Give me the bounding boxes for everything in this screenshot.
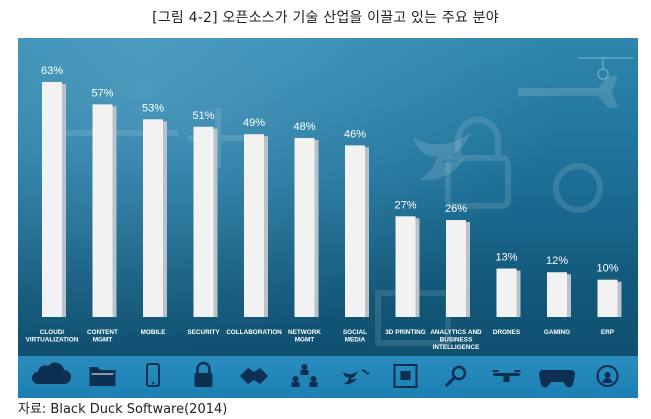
icon-band	[18, 356, 638, 398]
category-label-network-mgmt: MGMT	[295, 336, 315, 343]
twitter-bird-icon	[343, 369, 370, 385]
bar-analytics-bi	[446, 220, 466, 317]
bar-side-network-mgmt	[314, 139, 319, 317]
value-label-social-media: 46%	[344, 128, 366, 140]
category-label-gaming: GAMING	[544, 329, 570, 336]
bar-gaming	[547, 272, 567, 317]
category-label-analytics-bi: ANALYTICS AND	[430, 329, 482, 336]
bar-side-erp	[617, 281, 622, 317]
drone-icon	[492, 370, 521, 382]
category-label-security: SECURITY	[187, 329, 220, 336]
people-network-icon	[291, 364, 318, 387]
bar-chart: 63%CLOUD/VIRTUALIZATION57%CONTENTMGMT53%…	[26, 65, 622, 388]
bar-side-social-media	[365, 147, 369, 317]
value-label-network-mgmt: 48%	[293, 121, 315, 133]
bar-side-collaboration	[264, 136, 268, 317]
category-label-analytics-bi: INTELLIGENCE	[433, 344, 481, 351]
bar-side-security	[213, 128, 218, 317]
panel-glow	[18, 38, 638, 398]
value-label-analytics-bi: 26%	[445, 203, 467, 215]
category-label-social-media: MEDIA	[345, 336, 366, 343]
bar-side-gaming	[567, 274, 571, 317]
value-label-mobile: 53%	[142, 102, 164, 114]
value-label-3d-printing: 27%	[394, 199, 416, 211]
figure-title: [그림 4-2] 오픈소스가 기술 산업을 이끌고 있는 주요 분야	[152, 10, 499, 26]
bar-social-media	[345, 145, 365, 317]
magnifier-icon	[444, 365, 467, 388]
bar-content-mgmt	[92, 104, 113, 317]
category-label-collaboration: COLLABORATION	[226, 329, 282, 336]
folder-icon	[89, 367, 116, 386]
category-label-erp: ERP	[601, 329, 615, 336]
category-label-mobile: MOBILE	[141, 329, 167, 336]
source-note: 자료: Black Duck Software(2014)	[18, 402, 228, 417]
category-label-content-mgmt: CONTENT	[87, 329, 118, 336]
category-label-social-media: SOCIAL	[343, 329, 367, 336]
category-label-cloud-virtualization: VIRTUALIZATION	[26, 336, 79, 343]
3d-printer-icon	[393, 364, 418, 388]
bar-security	[193, 126, 214, 317]
bar-3d-printing	[395, 216, 416, 317]
bar-side-3d-printing	[415, 218, 420, 317]
bar-cloud-virtualization	[42, 82, 62, 317]
bar-erp	[597, 279, 618, 317]
padlock-icon	[194, 361, 213, 387]
category-label-analytics-bi: BUSINESS	[440, 336, 473, 343]
value-label-erp: 10%	[596, 263, 618, 275]
mobile-phone-icon	[146, 363, 160, 387]
bar-side-drones	[516, 270, 521, 317]
bar-side-mobile	[163, 121, 167, 317]
category-label-3d-printing: 3D PRINTING	[385, 329, 426, 336]
value-label-drones: 13%	[495, 252, 517, 264]
value-label-gaming: 12%	[546, 255, 568, 267]
chart-panel: 63% CLOUD/VIRTUALIZATION 57% CONTENT MGMT 53%…	[18, 38, 638, 398]
bar-side-content-mgmt	[112, 106, 117, 317]
value-label-security: 51%	[192, 110, 214, 122]
value-label-cloud-virtualization: 63%	[41, 65, 63, 77]
bar-side-cloud-virtualization	[62, 84, 66, 317]
bar-side-analytics-bi	[466, 222, 470, 317]
category-label-content-mgmt: MGMT	[93, 336, 113, 343]
category-label-drones: DRONES	[493, 329, 521, 336]
bar-network-mgmt	[294, 137, 315, 317]
bar-drones	[496, 268, 517, 317]
handshake-icon	[240, 368, 268, 384]
gamepad-icon	[539, 370, 575, 388]
value-label-content-mgmt: 57%	[91, 87, 113, 99]
cloud-icon	[32, 362, 71, 384]
category-label-cloud-virtualization: CLOUD/	[40, 329, 65, 336]
background-decorations	[58, 57, 633, 346]
value-label-collaboration: 49%	[243, 117, 265, 129]
category-label-network-mgmt: NETWORK	[288, 329, 321, 336]
bar-collaboration	[244, 134, 264, 317]
bar-mobile	[143, 119, 163, 317]
erp-cycle-icon	[596, 365, 619, 387]
